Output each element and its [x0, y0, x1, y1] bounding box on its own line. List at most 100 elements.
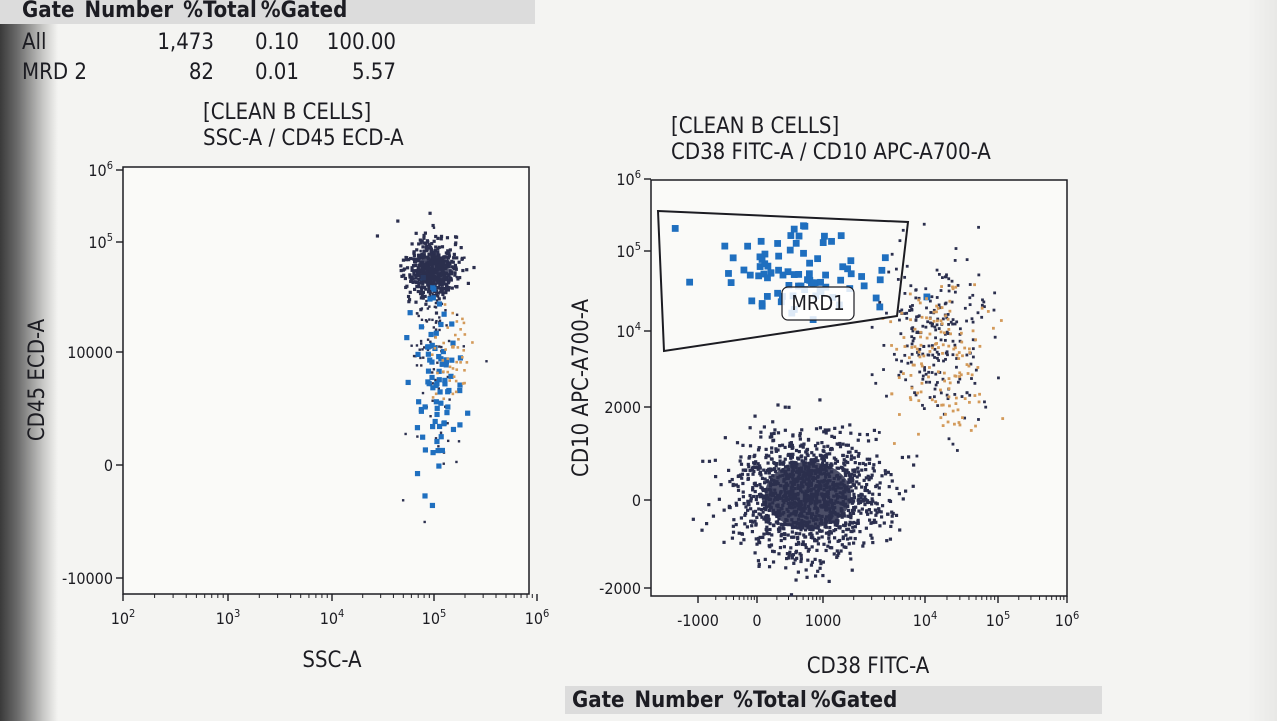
scatter-point: [927, 353, 931, 357]
scatter-point: [739, 473, 743, 477]
scatter-point: [791, 524, 795, 528]
scatter-point: [767, 520, 771, 524]
scatter-point: [790, 446, 794, 450]
scatter-point: [944, 412, 947, 416]
scatter-point: [815, 531, 819, 535]
mrd1-gate[interactable]: [656, 209, 910, 353]
plot2-x-axis: -1000 0 1000 104 105 106: [677, 596, 1079, 630]
scatter-point: [917, 432, 920, 436]
scatter-point: [798, 532, 802, 536]
scatter-point: [458, 275, 462, 280]
scatter-point: [759, 485, 763, 489]
scatter-point: [774, 289, 782, 297]
scatter-point: [842, 512, 846, 516]
scatter-point: [428, 305, 431, 308]
scatter-point: [935, 268, 939, 272]
scatter-point: [420, 318, 424, 322]
scatter-point: [948, 381, 952, 385]
scatter-point: [849, 454, 854, 458]
scatter-point: [406, 294, 411, 299]
scatter-point: [912, 363, 916, 367]
scatter-point: [890, 479, 894, 483]
scatter-point: [865, 499, 870, 503]
scatter-point: [973, 283, 976, 287]
scatter-point: [920, 381, 924, 385]
scatter-point: [822, 445, 826, 449]
scatter-point: [983, 400, 986, 404]
scatter-point: [722, 540, 726, 544]
scatter-point: [454, 390, 458, 394]
scatter-point: [900, 359, 903, 363]
scatter-point: [971, 293, 975, 297]
scatter-point: [782, 460, 786, 464]
scatter-point: [744, 511, 748, 516]
scatter-point: [894, 267, 898, 271]
scatter-point: [435, 319, 438, 323]
scatter-point: [455, 313, 459, 316]
scatter-point: [815, 548, 819, 552]
scatter-point: [419, 342, 423, 345]
scatter-point: [895, 358, 898, 362]
header-total: %Total: [733, 687, 807, 713]
scatter-point: [839, 549, 843, 553]
scatter-point: [920, 315, 924, 319]
scatter-point: [760, 270, 768, 278]
scatter-point: [953, 322, 957, 326]
scatter-point: [922, 222, 926, 226]
scatter-point: [958, 339, 962, 343]
scatter-point: [419, 296, 423, 300]
scatter-point: [971, 320, 975, 324]
scatter-point: [434, 336, 437, 339]
scatter-point: [878, 300, 882, 304]
scatter-point: [751, 488, 755, 492]
scatter-point: [421, 296, 425, 300]
scatter-point: [843, 470, 847, 474]
scatter-point: [834, 457, 838, 462]
scatter-point: [422, 241, 427, 245]
scatter-point: [774, 449, 779, 453]
scatter-point: [800, 428, 804, 432]
scatter-point: [408, 273, 412, 277]
scatter-point: [862, 499, 866, 503]
scatter-point: [780, 523, 784, 527]
scatter-point: [814, 427, 819, 431]
scatter-point: [875, 511, 879, 515]
scatter-point: [906, 361, 910, 365]
scatter-point: [968, 400, 971, 404]
mrd1-gate-label-box[interactable]: [781, 286, 855, 321]
scatter-point: [465, 268, 469, 272]
scatter-point: [736, 488, 741, 492]
scatter-point: [417, 314, 420, 318]
scatter-point: [686, 278, 694, 286]
scatter-point: [739, 516, 744, 520]
scatter-point: [910, 335, 914, 339]
scatter-point: [802, 533, 806, 537]
scatter-point: [934, 328, 938, 332]
plot1-title: [CLEAN B CELLS] SSC-A / CD45 ECD-A: [203, 100, 404, 152]
scatter-point: [422, 233, 426, 238]
scatter-point: [412, 253, 416, 258]
scatter-point: [409, 276, 414, 280]
scatter-point: [971, 347, 975, 351]
scatter-point: [880, 504, 885, 508]
scatter-point: [914, 393, 918, 397]
scatter-point: [865, 510, 869, 514]
scatter-point: [747, 456, 751, 460]
scatter-point: [824, 431, 828, 435]
scatter-point: [850, 568, 854, 572]
scatter-point: [736, 484, 740, 488]
scatter-point: [432, 418, 438, 425]
scatter-point: [866, 512, 870, 516]
scatter-point: [453, 271, 457, 275]
scatter-point: [892, 442, 896, 445]
scatter-point: [738, 459, 742, 463]
scatter-point: [839, 465, 844, 469]
scatter-point: [811, 528, 815, 532]
scatter-point: [749, 507, 753, 511]
scatter-point: [460, 256, 464, 260]
scatter-point: [941, 351, 944, 355]
scatter-point: [434, 289, 439, 293]
scatter-point: [844, 443, 848, 447]
scatter-point: [447, 265, 451, 269]
